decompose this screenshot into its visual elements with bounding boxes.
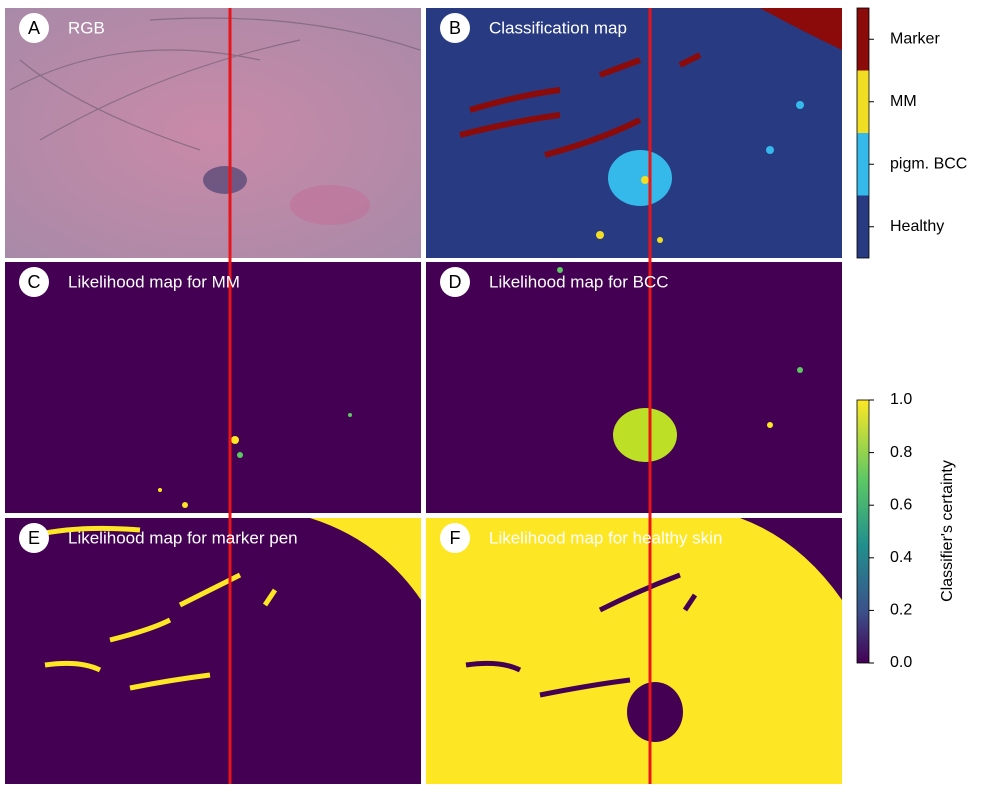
letter-badge — [19, 523, 49, 553]
panel-b — [426, 8, 842, 258]
panel-letter: E — [28, 528, 40, 548]
legend-label: Marker — [890, 30, 940, 47]
colorbar-label: Classifier's certainty — [939, 460, 956, 602]
panel-letter: F — [450, 528, 461, 548]
letter-badge — [440, 13, 470, 43]
colorbar-tick-label: 1.0 — [890, 391, 912, 408]
letter-badge — [440, 267, 470, 297]
legend-label: Healthy — [890, 218, 944, 235]
panel-a — [5, 8, 421, 258]
letter-badge — [19, 267, 49, 297]
panel-title: Likelihood map for healthy skin — [489, 528, 722, 547]
legend-swatch — [857, 195, 869, 258]
colorbar: Classifier's certainty 0.0 0.2 0.4 0.6 0.8 1.… — [856, 391, 956, 671]
panel-title: Classification map — [489, 18, 627, 37]
panel-letter: B — [449, 18, 461, 38]
legend-label: MM — [890, 93, 917, 110]
panel-f — [426, 518, 842, 784]
legend-swatch — [857, 133, 869, 196]
colorbar-tick-label: 0.2 — [890, 602, 912, 619]
panel-letter: D — [449, 272, 462, 292]
colorbar-tick-label: 0.6 — [890, 496, 912, 513]
legend-label: pigm. BCC — [890, 155, 967, 172]
colorbar-gradient — [856, 399, 870, 664]
legend-frame — [856, 7, 870, 259]
panel-letter: C — [28, 272, 41, 292]
panel-title: Likelihood map for BCC — [489, 272, 669, 291]
legend-swatch — [857, 8, 869, 71]
panel-d — [426, 262, 842, 513]
panel-e — [5, 518, 421, 784]
panel-c — [5, 262, 421, 513]
legend-swatch — [857, 70, 869, 133]
letter-badge — [440, 523, 470, 553]
letter-badge — [19, 13, 49, 43]
panel-title: Likelihood map for MM — [68, 272, 240, 291]
colorbar-tick-label: 0.4 — [890, 549, 912, 566]
panel-letter: A — [28, 18, 40, 38]
colorbar-tick-label: 0.0 — [890, 654, 912, 671]
panel-labels: A RGB B Classification map C Likelihood map f… — [19, 13, 722, 553]
panel-title: Likelihood map for marker pen — [68, 528, 298, 547]
panel-title: RGB — [68, 18, 105, 37]
colorbar-tick-label: 0.8 — [890, 444, 912, 461]
class-legend: Marker MM pigm. BCC Healthy — [856, 7, 967, 259]
